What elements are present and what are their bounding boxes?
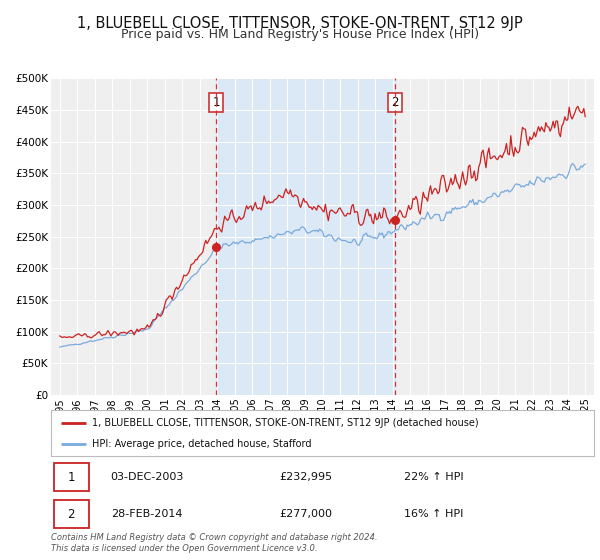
FancyBboxPatch shape — [54, 464, 89, 491]
Bar — [216, 78, 395, 395]
Text: 03-DEC-2003: 03-DEC-2003 — [111, 472, 184, 482]
Text: Contains HM Land Registry data © Crown copyright and database right 2024.
This d: Contains HM Land Registry data © Crown c… — [51, 533, 377, 553]
Text: £232,995: £232,995 — [279, 472, 332, 482]
Text: 28-FEB-2014: 28-FEB-2014 — [111, 509, 182, 519]
Text: 1: 1 — [212, 96, 220, 109]
Text: 1: 1 — [67, 470, 75, 484]
Text: 2: 2 — [392, 96, 399, 109]
Text: 16% ↑ HPI: 16% ↑ HPI — [404, 509, 463, 519]
Text: £277,000: £277,000 — [279, 509, 332, 519]
Text: 22% ↑ HPI: 22% ↑ HPI — [404, 472, 464, 482]
FancyBboxPatch shape — [54, 501, 89, 528]
Text: 1, BLUEBELL CLOSE, TITTENSOR, STOKE-ON-TRENT, ST12 9JP (detached house): 1, BLUEBELL CLOSE, TITTENSOR, STOKE-ON-T… — [92, 418, 478, 428]
Text: HPI: Average price, detached house, Stafford: HPI: Average price, detached house, Staf… — [92, 439, 311, 449]
Text: 1, BLUEBELL CLOSE, TITTENSOR, STOKE-ON-TRENT, ST12 9JP: 1, BLUEBELL CLOSE, TITTENSOR, STOKE-ON-T… — [77, 16, 523, 31]
Text: 2: 2 — [67, 507, 75, 521]
Text: Price paid vs. HM Land Registry's House Price Index (HPI): Price paid vs. HM Land Registry's House … — [121, 28, 479, 41]
